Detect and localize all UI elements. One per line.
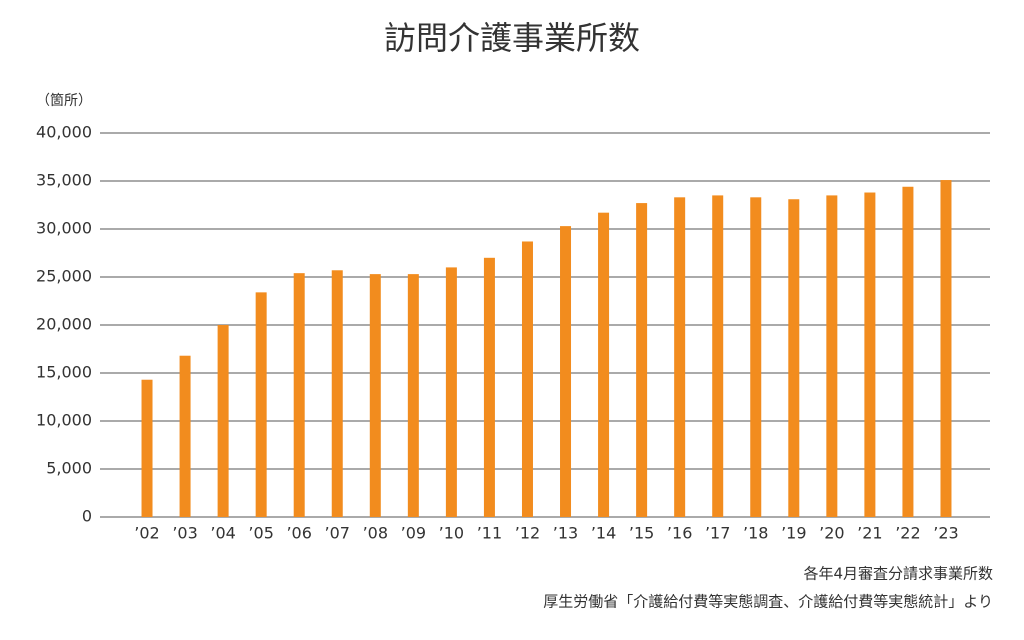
- bar: [674, 197, 686, 517]
- bar: [712, 195, 724, 517]
- x-tick-label: ’17: [705, 524, 730, 543]
- note: 厚生労働省「介護給付費等実態調査、介護給付費等実態統計」より: [543, 593, 993, 611]
- bar: [560, 226, 572, 517]
- bar: [598, 212, 610, 517]
- y-tick-label: 10,000: [36, 411, 92, 430]
- note: 各年4月審査分請求事業所数: [803, 565, 993, 583]
- bar: [179, 355, 191, 517]
- x-tick-label: ’10: [439, 524, 464, 543]
- x-tick-label: ’19: [781, 524, 806, 543]
- bar: [521, 241, 533, 518]
- x-tick-label: ’09: [401, 524, 426, 543]
- bar: [940, 180, 952, 518]
- bar: [217, 325, 229, 517]
- x-tick-label: ’14: [591, 524, 616, 543]
- bar: [255, 292, 267, 517]
- y-tick-label: 20,000: [36, 315, 92, 334]
- bar: [864, 192, 876, 517]
- x-tick-label: ’05: [248, 524, 273, 543]
- x-tick-label: ’23: [933, 524, 958, 543]
- x-tick-label: ’21: [857, 524, 882, 543]
- y-tick-label: 40,000: [36, 123, 92, 142]
- bar: [483, 257, 495, 517]
- chart-title: 訪問介護事業所数: [384, 19, 640, 57]
- y-tick-label: 30,000: [36, 219, 92, 238]
- x-tick-label: ’20: [819, 524, 844, 543]
- x-tick-label: ’11: [477, 524, 502, 543]
- bar: [141, 379, 153, 517]
- bar: [445, 267, 457, 517]
- x-tick-label: ’08: [363, 524, 388, 543]
- y-tick-label: 35,000: [36, 171, 92, 190]
- bar: [636, 203, 648, 517]
- bar: [369, 274, 381, 517]
- bar: [407, 274, 419, 517]
- x-tick-label: ’02: [134, 524, 159, 543]
- y-axis-label: （箇所）: [36, 92, 92, 109]
- x-tick-label: ’07: [325, 524, 350, 543]
- bar: [750, 197, 762, 517]
- y-tick-label: 5,000: [46, 459, 92, 478]
- y-tick-label: 0: [82, 507, 92, 526]
- x-tick-label: ’06: [286, 524, 311, 543]
- bar: [788, 199, 800, 518]
- x-tick-label: ’18: [743, 524, 768, 543]
- x-tick-label: ’15: [629, 524, 654, 543]
- x-tick-label: ’16: [667, 524, 692, 543]
- bar: [826, 195, 838, 517]
- bar: [902, 186, 914, 517]
- bar: [331, 270, 343, 517]
- x-tick-label: ’04: [210, 524, 235, 543]
- y-tick-label: 15,000: [36, 363, 92, 382]
- x-tick-label: ’22: [895, 524, 920, 543]
- y-tick-label: 25,000: [36, 267, 92, 286]
- x-tick-label: ’03: [172, 524, 197, 543]
- x-tick-label: ’12: [515, 524, 540, 543]
- bar: [293, 273, 305, 517]
- x-tick-label: ’13: [553, 524, 578, 543]
